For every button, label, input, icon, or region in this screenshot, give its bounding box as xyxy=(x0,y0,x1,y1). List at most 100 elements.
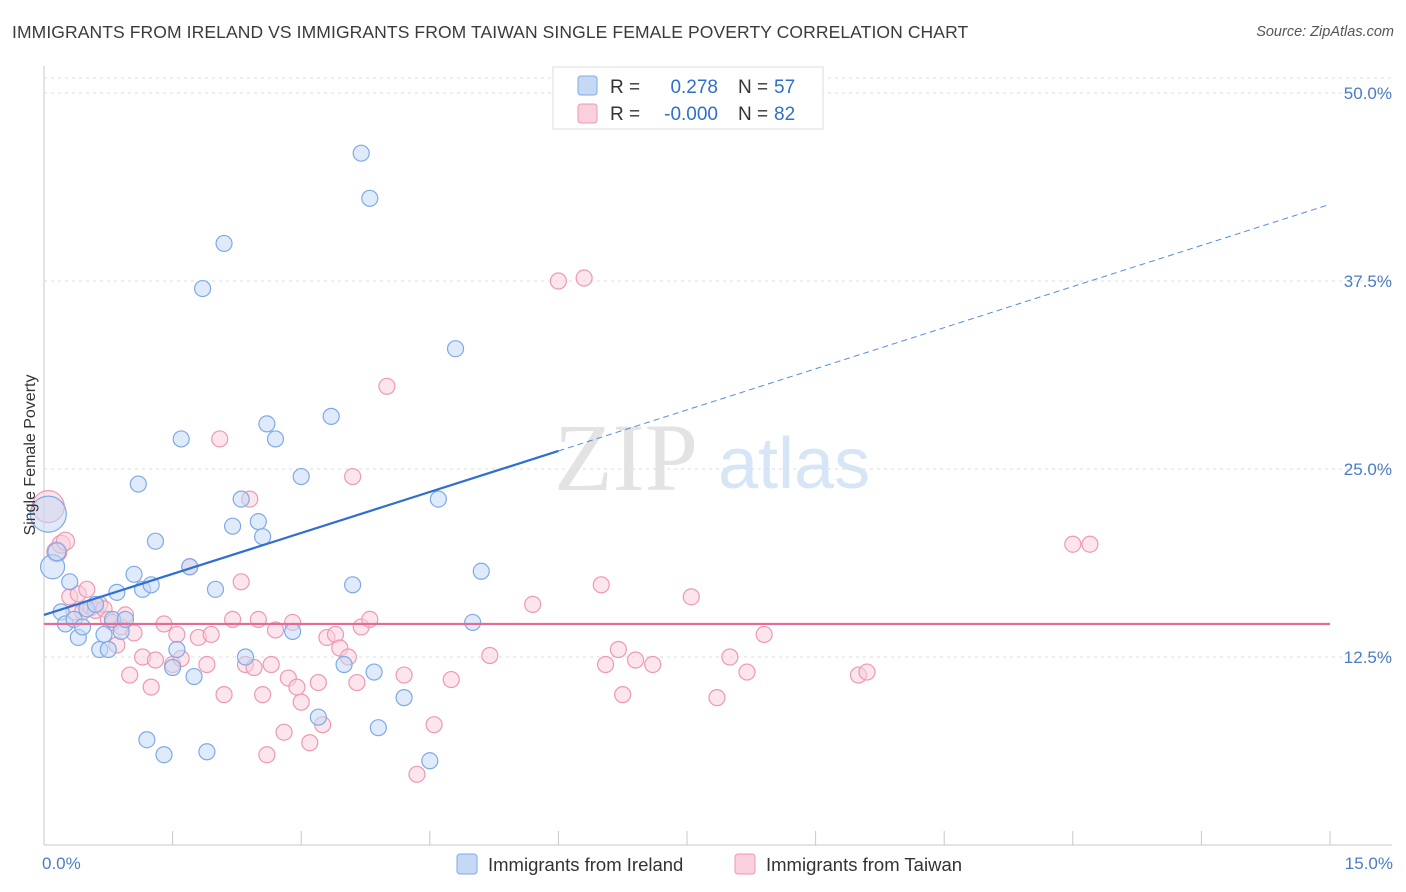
axes xyxy=(43,66,1392,846)
taiwan-point xyxy=(232,573,250,591)
taiwan-point xyxy=(348,673,366,692)
ireland-point xyxy=(395,689,413,707)
ireland-point xyxy=(344,576,362,594)
ireland-point xyxy=(215,234,233,253)
taiwan-point xyxy=(266,621,285,639)
legend-n-label: N = xyxy=(738,77,768,98)
taiwan-point xyxy=(254,686,272,704)
taiwan-n-value: 82 xyxy=(774,104,795,125)
taiwan-point xyxy=(142,678,160,696)
ireland-point xyxy=(224,517,242,535)
ireland-points xyxy=(29,144,490,770)
series-legend: Immigrants from Ireland Immigrants from … xyxy=(456,853,962,875)
taiwan-legend-label: Immigrants from Taiwan xyxy=(766,854,962,875)
taiwan-point xyxy=(549,272,568,290)
taiwan-point xyxy=(211,430,229,448)
ireland-point xyxy=(29,495,67,533)
taiwan-legend-swatch xyxy=(577,103,598,124)
taiwan-point xyxy=(198,655,216,674)
ireland-legend-label: Immigrants from Ireland xyxy=(488,854,683,875)
ireland-point xyxy=(206,580,225,598)
taiwan-point xyxy=(626,651,645,669)
ireland-point xyxy=(172,430,190,448)
ireland-trend-extension xyxy=(558,203,1331,452)
taiwan-point xyxy=(395,666,413,684)
x-tick-label-min: 0.0% xyxy=(42,854,81,873)
ireland-legend-swatch xyxy=(577,75,598,96)
taiwan-point xyxy=(288,678,306,696)
legend-n-label: N = xyxy=(738,104,768,125)
taiwan-point xyxy=(309,673,327,692)
taiwan-point xyxy=(292,693,310,711)
taiwan-point xyxy=(275,723,293,741)
taiwan-point xyxy=(481,646,499,665)
taiwan-point xyxy=(644,655,662,674)
taiwan-point xyxy=(858,663,876,681)
taiwan-point xyxy=(755,625,773,644)
ireland-point xyxy=(284,622,302,641)
taiwan-point xyxy=(575,269,593,287)
taiwan-point xyxy=(738,663,756,681)
stats-legend: R = 0.278 N = 57 R = -0.000 N = 82 xyxy=(552,66,824,130)
taiwan-point xyxy=(202,625,220,644)
ireland-point xyxy=(464,613,482,632)
ireland-point xyxy=(249,513,267,531)
ireland-point xyxy=(236,648,255,666)
taiwan-point xyxy=(1081,535,1099,553)
ireland-point xyxy=(185,667,203,686)
ireland-r-value: 0.278 xyxy=(670,77,718,98)
taiwan-point xyxy=(378,377,396,395)
taiwan-point xyxy=(592,576,610,594)
x-tick-label-max: 15.0% xyxy=(1345,854,1393,873)
ireland-point xyxy=(446,340,465,358)
ireland-point xyxy=(155,746,173,764)
taiwan-point xyxy=(146,651,165,669)
ireland-point xyxy=(361,189,379,207)
gridlines xyxy=(44,77,1392,658)
ireland-point xyxy=(61,573,79,591)
ireland-bottom-swatch xyxy=(456,853,478,875)
legend-r-label: R = xyxy=(610,77,640,98)
ireland-point xyxy=(369,719,387,737)
taiwan-point xyxy=(262,655,280,674)
taiwan-point xyxy=(682,588,700,606)
ireland-point xyxy=(322,407,340,425)
ireland-point xyxy=(309,708,327,726)
taiwan-point xyxy=(442,670,460,689)
taiwan-point xyxy=(596,655,615,674)
legend-r-label: R = xyxy=(610,104,640,125)
taiwan-points xyxy=(31,269,1099,783)
ireland-point xyxy=(138,731,156,749)
ireland-point xyxy=(168,640,186,659)
taiwan-point xyxy=(121,666,139,684)
source-label: Source: ZipAtlas.com xyxy=(1256,24,1394,40)
ireland-point xyxy=(258,415,276,433)
y-tick-label: 12.5% xyxy=(1344,648,1392,667)
ireland-point xyxy=(99,640,117,659)
ireland-point xyxy=(292,467,310,486)
ireland-point xyxy=(194,279,212,298)
y-axis-title: Single Female Poverty xyxy=(22,375,39,536)
ireland-point xyxy=(125,565,143,583)
ireland-point xyxy=(73,618,92,636)
ireland-point xyxy=(129,475,147,493)
ireland-point xyxy=(47,542,67,562)
taiwan-point xyxy=(609,640,628,659)
ireland-point xyxy=(335,655,353,674)
watermark-atlas: atlas xyxy=(718,424,870,504)
chart-title: IMMIGRANTS FROM IRELAND VS IMMIGRANTS FR… xyxy=(12,22,969,42)
ireland-point xyxy=(472,562,490,580)
ireland-point xyxy=(266,430,285,448)
watermark-zip: ZIP xyxy=(554,404,698,511)
y-tick-label: 50.0% xyxy=(1344,84,1392,103)
taiwan-point xyxy=(78,580,96,598)
taiwan-point xyxy=(721,648,739,666)
ireland-n-value: 57 xyxy=(774,77,795,98)
taiwan-point xyxy=(215,686,233,704)
ireland-point xyxy=(352,144,370,162)
ireland-point xyxy=(164,658,182,677)
ireland-point xyxy=(95,625,113,644)
ireland-trend-line xyxy=(43,449,559,616)
trend-lines xyxy=(43,203,1331,626)
